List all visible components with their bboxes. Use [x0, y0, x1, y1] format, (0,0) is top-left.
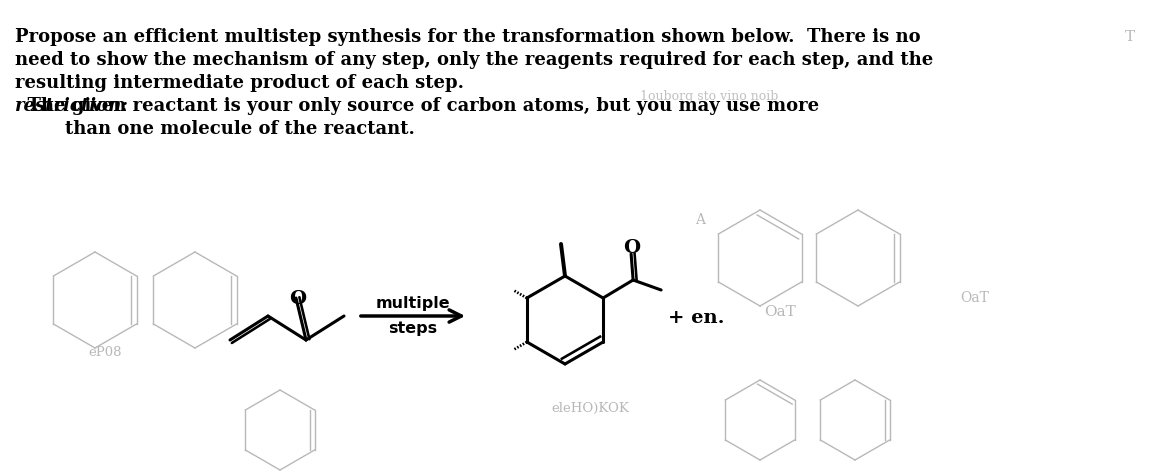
Text: Propose an efficient multistep synthesis for the transformation shown below.  Th: Propose an efficient multistep synthesis… [15, 28, 921, 46]
Text: steps: steps [389, 321, 437, 336]
Text: restriction:: restriction: [15, 97, 129, 115]
Text: 1ouborq sto vino noib: 1ouborq sto vino noib [640, 90, 779, 103]
Text: resulting intermediate product of each step.: resulting intermediate product of each s… [15, 74, 464, 92]
Text: O: O [290, 290, 307, 308]
Text: + en.: + en. [668, 309, 725, 327]
Text: The given reactant is your only source of carbon atoms, but you may use more: The given reactant is your only source o… [15, 97, 819, 115]
Text: multiple: multiple [376, 296, 450, 311]
Text: eP08: eP08 [88, 346, 122, 359]
Text: O: O [623, 239, 640, 257]
Text: T: T [1125, 30, 1136, 44]
Text: eleHO)KOK: eleHO)KOK [552, 402, 629, 414]
Text: need to show the mechanism of any step, only the reagents required for each step: need to show the mechanism of any step, … [15, 51, 934, 69]
Text: OaT: OaT [764, 305, 796, 319]
Text: OaT: OaT [960, 291, 989, 305]
Text: than one molecule of the reactant.: than one molecule of the reactant. [15, 120, 415, 138]
Text: A: A [695, 213, 705, 227]
